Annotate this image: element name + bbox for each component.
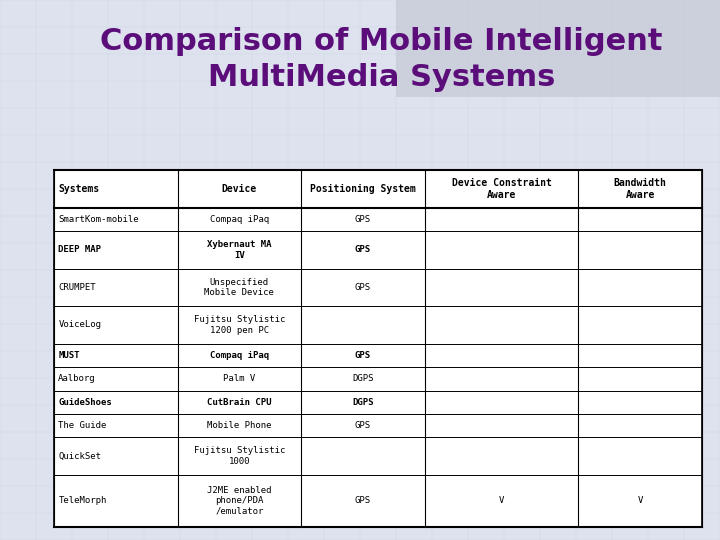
Text: Positioning System: Positioning System [310, 184, 416, 194]
Text: Fujitsu Stylistic
1000: Fujitsu Stylistic 1000 [194, 447, 285, 466]
Text: J2ME enabled
phone/PDA
/emulator: J2ME enabled phone/PDA /emulator [207, 486, 271, 516]
Text: Aalborg: Aalborg [58, 374, 96, 383]
Text: Systems: Systems [58, 184, 99, 194]
Text: Mobile Phone: Mobile Phone [207, 421, 271, 430]
Text: Compaq iPaq: Compaq iPaq [210, 351, 269, 360]
Text: DGPS: DGPS [352, 374, 374, 383]
Text: GPS: GPS [355, 421, 371, 430]
Text: Xybernaut MA
IV: Xybernaut MA IV [207, 240, 271, 260]
Text: Device Constraint
Aware: Device Constraint Aware [451, 178, 552, 200]
Text: Device: Device [222, 184, 257, 194]
Text: MUST: MUST [58, 351, 80, 360]
Text: GuideShoes: GuideShoes [58, 398, 112, 407]
Text: GPS: GPS [355, 215, 371, 224]
Text: DEEP MAP: DEEP MAP [58, 245, 102, 254]
Text: Palm V: Palm V [223, 374, 256, 383]
Text: Comparison of Mobile Intelligent
MultiMedia Systems: Comparison of Mobile Intelligent MultiMe… [100, 27, 663, 92]
Text: TeleMorph: TeleMorph [58, 496, 107, 505]
Text: Unspecified
Mobile Device: Unspecified Mobile Device [204, 278, 274, 297]
Text: SmartKom-mobile: SmartKom-mobile [58, 215, 139, 224]
Text: V: V [637, 496, 643, 505]
Text: GPS: GPS [355, 496, 371, 505]
Text: CutBrain CPU: CutBrain CPU [207, 398, 271, 407]
Text: The Guide: The Guide [58, 421, 107, 430]
Text: VoiceLog: VoiceLog [58, 320, 102, 329]
Text: DGPS: DGPS [352, 398, 374, 407]
Text: GPS: GPS [355, 351, 371, 360]
Text: Bandwidth
Aware: Bandwidth Aware [613, 178, 667, 200]
Text: QuickSet: QuickSet [58, 451, 102, 461]
Text: CRUMPET: CRUMPET [58, 283, 96, 292]
Text: GPS: GPS [355, 283, 371, 292]
Text: Fujitsu Stylistic
1200 pen PC: Fujitsu Stylistic 1200 pen PC [194, 315, 285, 335]
Text: Compaq iPaq: Compaq iPaq [210, 215, 269, 224]
Text: V: V [499, 496, 504, 505]
Text: GPS: GPS [355, 245, 371, 254]
